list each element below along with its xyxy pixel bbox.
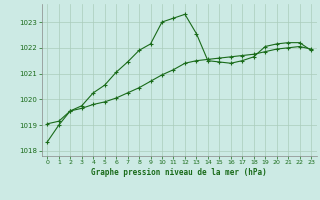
X-axis label: Graphe pression niveau de la mer (hPa): Graphe pression niveau de la mer (hPa) (91, 168, 267, 177)
